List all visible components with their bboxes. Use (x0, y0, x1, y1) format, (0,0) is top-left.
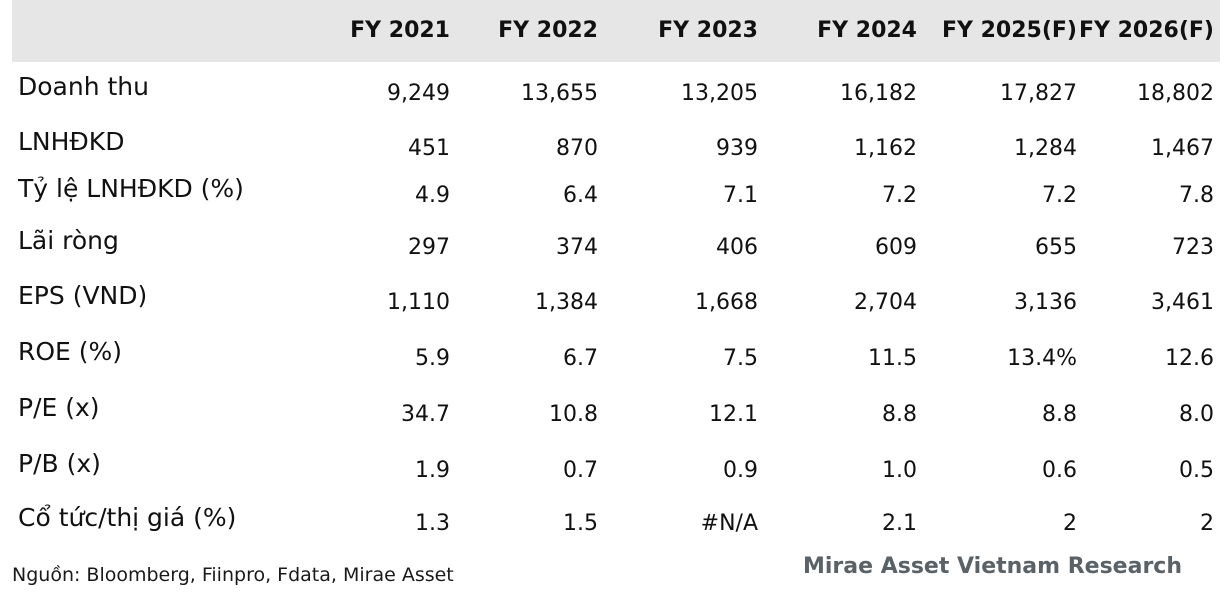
table-cell: 8.0 (1179, 402, 1214, 427)
table-cell: 34.7 (401, 402, 450, 427)
table-cell: 6.4 (563, 183, 598, 208)
table-cell: 1,467 (1151, 136, 1214, 161)
table-cell: 0.6 (1042, 458, 1077, 483)
table-cell: 1,668 (695, 290, 758, 315)
table-cell: 0.9 (723, 458, 758, 483)
table-row: Doanh thu 9,249 13,655 13,205 16,182 17,… (0, 70, 1232, 120)
column-header-fy2025f: FY 2025(F) (942, 18, 1077, 43)
table-cell: 1.5 (563, 511, 598, 536)
table-cell: 723 (1172, 235, 1214, 260)
table-cell: 609 (875, 235, 917, 260)
column-header-fy2026f: FY 2026(F) (1079, 18, 1214, 43)
table-cell: 13,655 (521, 81, 598, 106)
table-cell: 1.0 (882, 458, 917, 483)
table-cell: 870 (556, 136, 598, 161)
row-label: ROE (%) (18, 337, 123, 366)
table-cell: 2 (1063, 511, 1077, 536)
table-cell: 7.2 (882, 183, 917, 208)
row-label: P/B (x) (18, 449, 101, 478)
table-cell: 0.7 (563, 458, 598, 483)
table-cell: #N/A (700, 511, 758, 536)
table-cell: 13.4% (1007, 346, 1077, 371)
table-cell: 7.8 (1179, 183, 1214, 208)
row-label: EPS (VND) (18, 281, 148, 310)
table-row: Tỷ lệ LNHĐKD (%) 4.9 6.4 7.1 7.2 7.2 7.8 (0, 172, 1232, 222)
table-row: EPS (VND) 1,110 1,384 1,668 2,704 3,136 … (0, 279, 1232, 329)
table-row: ROE (%) 5.9 6.7 7.5 11.5 13.4% 12.6 (0, 335, 1232, 385)
table-cell: 2,704 (854, 290, 917, 315)
table-cell: 17,827 (1000, 81, 1077, 106)
table-row: Lãi ròng 297 374 406 609 655 723 (0, 224, 1232, 274)
table-cell: 451 (408, 136, 450, 161)
table-cell: 939 (716, 136, 758, 161)
table-cell: 2 (1200, 511, 1214, 536)
row-label: Doanh thu (18, 72, 149, 101)
row-label: LNHĐKD (18, 127, 125, 156)
table-cell: 3,461 (1151, 290, 1214, 315)
column-header-fy2021: FY 2021 (350, 18, 450, 43)
table-cell: 7.1 (723, 183, 758, 208)
table-cell: 3,136 (1014, 290, 1077, 315)
table-cell: 4.9 (415, 183, 450, 208)
table-cell: 406 (716, 235, 758, 260)
table-cell: 13,205 (681, 81, 758, 106)
table-row: LNHĐKD 451 870 939 1,162 1,284 1,467 (0, 125, 1232, 175)
column-header-fy2023: FY 2023 (658, 18, 758, 43)
table-cell: 16,182 (840, 81, 917, 106)
table-cell: 5.9 (415, 346, 450, 371)
table-row: Cổ tức/thị giá (%) 1.3 1.5 #N/A 2.1 2 2 (0, 503, 1232, 553)
table-cell: 10.8 (549, 402, 598, 427)
table-cell: 12.6 (1165, 346, 1214, 371)
table-cell: 1.9 (415, 458, 450, 483)
table-cell: 1,110 (387, 290, 450, 315)
table-cell: 8.8 (882, 402, 917, 427)
table-cell: 655 (1035, 235, 1077, 260)
table-header (12, 0, 1220, 62)
column-header-fy2024: FY 2024 (817, 18, 917, 43)
table-cell: 6.7 (563, 346, 598, 371)
table-cell: 8.8 (1042, 402, 1077, 427)
table-cell: 2.1 (882, 511, 917, 536)
column-header-fy2022: FY 2022 (498, 18, 598, 43)
table-cell: 1,284 (1014, 136, 1077, 161)
source-note: Nguồn: Bloomberg, Fiinpro, Fdata, Mirae … (12, 564, 454, 586)
row-label: P/E (x) (18, 393, 100, 422)
table-cell: 7.2 (1042, 183, 1077, 208)
table-cell: 1,384 (535, 290, 598, 315)
table-cell: 1.3 (415, 511, 450, 536)
row-label: Tỷ lệ LNHĐKD (%) (18, 174, 244, 203)
table-cell: 297 (408, 235, 450, 260)
table-cell: 374 (556, 235, 598, 260)
table-row: P/B (x) 1.9 0.7 0.9 1.0 0.6 0.5 (0, 447, 1232, 497)
research-brand: Mirae Asset Vietnam Research (803, 554, 1183, 579)
table-cell: 18,802 (1137, 81, 1214, 106)
table-cell: 7.5 (723, 346, 758, 371)
row-label: Cổ tức/thị giá (%) (18, 503, 237, 532)
table-row: P/E (x) 34.7 10.8 12.1 8.8 8.8 8.0 (0, 391, 1232, 441)
table-cell: 12.1 (709, 402, 758, 427)
table-cell: 1,162 (854, 136, 917, 161)
table-cell: 9,249 (387, 81, 450, 106)
table-cell: 11.5 (868, 346, 917, 371)
table-cell: 0.5 (1179, 458, 1214, 483)
row-label: Lãi ròng (18, 226, 119, 255)
